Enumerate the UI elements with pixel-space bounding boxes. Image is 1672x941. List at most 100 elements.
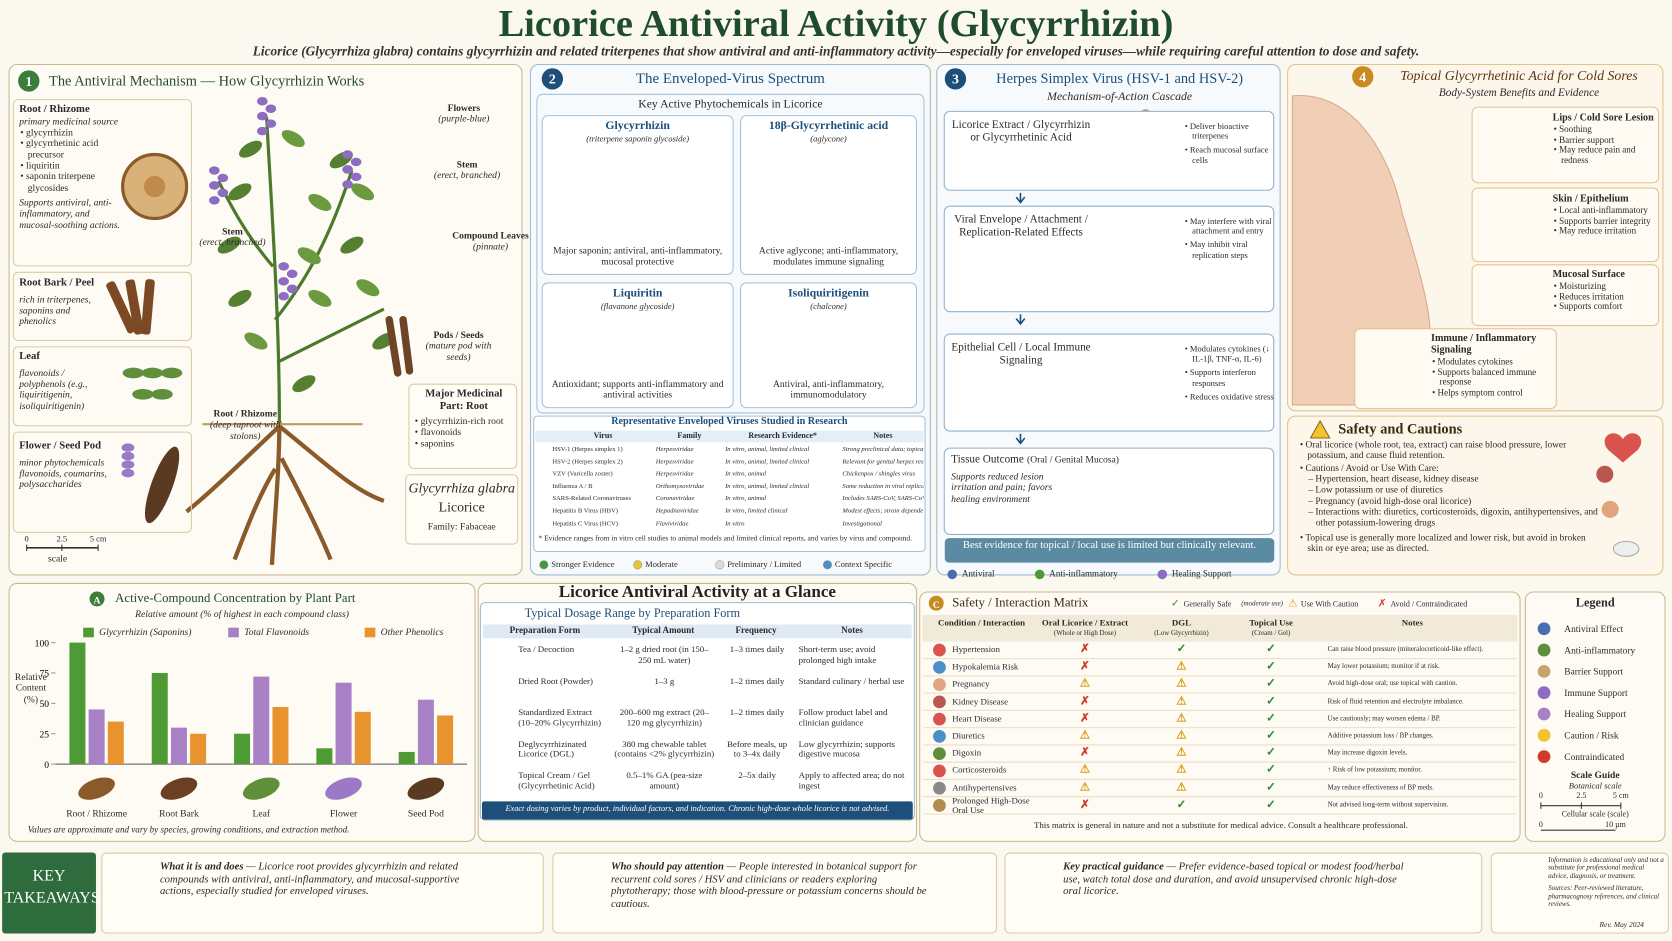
plant-leaf bbox=[297, 247, 321, 265]
virus-cell: In vitro, animal bbox=[725, 494, 767, 503]
dosage-cell: Follow product label and clinician guida… bbox=[798, 707, 888, 728]
scale-tick-label: 2.5 bbox=[1576, 790, 1587, 801]
compound-desc: Active aglycone; anti-inflammatory, modu… bbox=[758, 245, 899, 267]
condition: Antihypertensives bbox=[952, 782, 1017, 793]
cell-scale-label: Cellular scale (scale) bbox=[1561, 808, 1629, 819]
label-title: Flowers bbox=[447, 102, 481, 113]
plant-label: Compound Leaves (pinnate) bbox=[448, 230, 533, 252]
plant-flower bbox=[286, 284, 298, 294]
virus-cell: Herpesviridae bbox=[655, 457, 694, 466]
bark-stick bbox=[125, 279, 144, 335]
plant-flower bbox=[278, 277, 289, 286]
legend-icon bbox=[1537, 664, 1551, 678]
plant-leaf bbox=[308, 289, 332, 307]
leaf-icon bbox=[132, 388, 154, 400]
scale-tick-label: 0 bbox=[24, 533, 29, 544]
matrix-column-sub: (Cream / Gel) bbox=[1251, 629, 1291, 638]
bar bbox=[69, 642, 86, 765]
plant-leaf bbox=[281, 130, 305, 147]
bullet-item: • Modulates cytokines (↓ IL-1β, TNF-α, I… bbox=[1184, 344, 1270, 364]
key-label: Moderate bbox=[645, 559, 678, 570]
part-box bbox=[12, 346, 192, 427]
plant-flower bbox=[350, 157, 362, 167]
badge-number: C bbox=[933, 600, 940, 611]
plant-flower bbox=[278, 291, 289, 301]
status-symbol: ✓ bbox=[1266, 711, 1276, 725]
cascade-arrow bbox=[1015, 314, 1026, 326]
safety-title: Safety and Cautions bbox=[1338, 420, 1463, 437]
legend-icon bbox=[1537, 750, 1551, 764]
virus-cell: Herpesviridae bbox=[655, 445, 694, 453]
step-title: Tissue Outcome bbox=[951, 453, 1024, 466]
takeaway-text: Key practical guidance — Prefer evidence… bbox=[1063, 861, 1413, 898]
roots bbox=[185, 420, 385, 565]
part-subtitle: primary medicinal source bbox=[19, 115, 118, 127]
virus-cell: Modest effects; strain dependent bbox=[842, 507, 924, 515]
matrix-note: Additive potassium loss / BP changes. bbox=[1327, 732, 1434, 740]
label-title: Root / Rhizome bbox=[213, 408, 277, 419]
plant-flower bbox=[209, 196, 220, 205]
status-symbol: ✗ bbox=[1080, 659, 1090, 673]
panel-title: Topical Glycyrrhetinic Acid for Cold Sor… bbox=[1400, 67, 1638, 84]
compound-name: Liquiritin bbox=[612, 286, 663, 300]
area-title: Immune / Inflammatory Signaling bbox=[1431, 333, 1537, 356]
bullet-item: • Topical use is generally more localize… bbox=[1299, 531, 1586, 554]
key-label: Generally Safe bbox=[1183, 598, 1232, 609]
condition-icon bbox=[933, 799, 946, 812]
area-title: Mucosal Surface bbox=[1552, 269, 1625, 281]
key-label: Stronger Evidence bbox=[551, 559, 615, 570]
key-dot bbox=[539, 560, 549, 570]
status-symbol: ✓ bbox=[1176, 797, 1187, 811]
takeaway-box bbox=[1004, 852, 1483, 934]
plant-flower bbox=[217, 173, 229, 183]
compound-card bbox=[740, 115, 918, 275]
part-note: rich in triterpenes, saponins and phenol… bbox=[19, 293, 91, 327]
condition: Kidney Disease bbox=[952, 696, 1009, 707]
part-icon bbox=[160, 777, 198, 800]
plant-leaf bbox=[244, 332, 268, 350]
part-note: minor phytochemicals flavonoids, coumari… bbox=[19, 456, 107, 490]
label-title: Pods / Seeds bbox=[433, 329, 484, 340]
panel-subtitle: Body-System Benefits and Evidence bbox=[1438, 87, 1600, 100]
part-box bbox=[12, 99, 192, 267]
chart-note: Values are approximate and vary by speci… bbox=[27, 823, 350, 835]
matrix-column-sub: (Whole or High Dose) bbox=[1053, 629, 1117, 638]
virus-cell: Flaviviridae bbox=[655, 519, 689, 528]
stem bbox=[217, 117, 385, 421]
glance-title: Licorice Antiviral Activity at a Glance bbox=[558, 582, 836, 602]
part-icon bbox=[325, 777, 362, 800]
bar bbox=[170, 727, 187, 765]
legend-icon bbox=[1537, 686, 1551, 700]
scale-tick-label: 2.5 bbox=[56, 533, 68, 544]
condition: Corticosteroids bbox=[952, 765, 1007, 776]
plant-leaf bbox=[228, 289, 252, 307]
plant-label: Stem (erect, branched) bbox=[424, 159, 509, 181]
safety-panel bbox=[1287, 415, 1664, 576]
badge-circle bbox=[89, 591, 105, 607]
compound-class: (flavanone glycoside) bbox=[600, 301, 675, 312]
status-symbol: ⚠ bbox=[1079, 677, 1091, 690]
bar bbox=[234, 733, 251, 765]
key-label: Preliminary / Limited bbox=[727, 559, 802, 570]
species-text: Glycyrrhiza glabra Licorice Family: Fabace… bbox=[405, 480, 518, 532]
matrix-column: Notes bbox=[1401, 618, 1423, 628]
matrix-title: Safety / Interaction Matrix bbox=[952, 594, 1089, 610]
badge-number: 4 bbox=[1359, 70, 1366, 85]
bullet-item: • Supports comfort bbox=[1553, 301, 1623, 312]
person-icon bbox=[1601, 500, 1619, 518]
dosage-column: Typical Amount bbox=[632, 624, 695, 636]
legend-icon bbox=[947, 569, 958, 580]
legend-label: Glycyrrhizin (Saponins) bbox=[99, 626, 192, 638]
caution-item: – Pregnancy (avoid high-dose oral licori… bbox=[1308, 495, 1472, 506]
kidney-icon bbox=[1596, 465, 1614, 483]
key-note: (moderate use) bbox=[1241, 599, 1283, 608]
area-text: Skin / Epithelium • Local anti-inflammato… bbox=[1553, 194, 1660, 237]
cell-tick-label: 10 µm bbox=[1605, 819, 1626, 830]
bullet-item: • Local anti-inflammatory bbox=[1553, 204, 1648, 216]
bullet-item: • Helps symptom control bbox=[1432, 386, 1523, 398]
plant-flower bbox=[256, 111, 268, 121]
plant-flower bbox=[265, 119, 277, 128]
status-symbol: ✓ bbox=[1266, 780, 1276, 794]
